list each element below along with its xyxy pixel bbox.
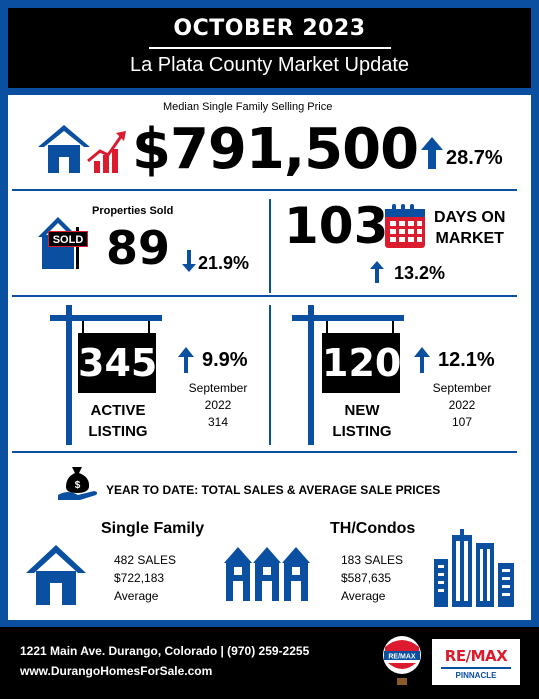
active-listing-caption-line1: ACTIVE <box>90 402 146 419</box>
money-bag-hand-icon: $ <box>58 467 98 500</box>
active-comp-month: September <box>188 381 248 395</box>
active-listing-comparison: September 2022 314 <box>178 380 258 431</box>
days-on-market-label-line1: DAYS ON <box>434 209 506 226</box>
new-comp-month: September <box>432 381 492 395</box>
sign-post <box>66 305 72 445</box>
active-listing-value: 345 <box>78 333 157 393</box>
row-divider <box>12 189 517 191</box>
condos-avg-label: Average <box>341 589 386 603</box>
median-price-change: 28.7% <box>446 147 503 169</box>
townhouses-icon <box>224 547 310 601</box>
sign-chain <box>148 321 150 333</box>
condos-price: $587,635 <box>341 571 392 585</box>
row-divider <box>12 295 517 297</box>
active-listing-caption-line2: LISTING <box>88 423 148 440</box>
new-comp-value: 107 <box>451 415 473 429</box>
sign-chain <box>392 321 394 333</box>
single-family-price: $722,183 <box>114 571 165 585</box>
condos-title: TH/Condos <box>330 520 416 537</box>
active-listing-caption: ACTIVE LISTING <box>78 400 158 442</box>
house-icon <box>26 545 86 605</box>
active-comp-value: 314 <box>207 415 229 429</box>
row-divider <box>12 451 517 453</box>
ytd-title: YEAR TO DATE: TOTAL SALES & AVERAGE SALE… <box>106 483 441 497</box>
stats-panel: Median Single Family Selling Price $791,… <box>8 95 531 620</box>
median-price-label: Median Single Family Selling Price <box>163 101 333 113</box>
logo-underline <box>441 667 511 669</box>
active-listing-change: 9.9% <box>202 349 248 371</box>
single-family-sales: 482 SALES <box>114 553 177 567</box>
days-on-market-label-line2: MARKET <box>435 230 504 247</box>
sign-post <box>308 305 314 445</box>
footer: 1221 Main Ave. Durango, Colorado | (970)… <box>0 627 539 699</box>
properties-sold-value: 89 <box>106 221 171 275</box>
days-on-market-change: 13.2% <box>394 263 446 283</box>
properties-sold-label: Properties Sold <box>92 205 174 217</box>
single-family-stats: 482 SALES $722,183 Average <box>114 551 176 605</box>
down-arrow-icon <box>182 250 196 272</box>
sign-arm <box>50 315 162 321</box>
new-listing-caption: NEW LISTING <box>322 400 402 442</box>
column-divider <box>269 305 271 445</box>
condos-sales: 183 SALES <box>341 553 404 567</box>
skyscrapers-icon <box>434 529 514 607</box>
footer-address: 1221 Main Ave. Durango, Colorado | (970)… <box>20 644 310 658</box>
new-listing-caption-line2: LISTING <box>332 423 392 440</box>
up-arrow-icon <box>414 347 430 373</box>
new-listing-caption-line1: NEW <box>344 402 380 419</box>
properties-sold-change: 21.9% <box>198 253 250 273</box>
sign-arm <box>292 315 404 321</box>
new-listing-value: 120 <box>322 333 401 393</box>
new-comp-year: 2022 <box>448 398 476 412</box>
header-banner: OCTOBER 2023 La Plata County Market Upda… <box>8 8 531 88</box>
median-price-value: $791,500 <box>132 117 419 182</box>
new-listing-comparison: September 2022 107 <box>422 380 502 431</box>
new-listing-change: 12.1% <box>438 349 495 371</box>
footer-website[interactable]: www.DurangoHomesForSale.com <box>20 664 213 678</box>
remax-logo-sub: PINNACLE <box>455 671 497 680</box>
calendar-icon <box>385 204 425 248</box>
active-comp-year: 2022 <box>204 398 232 412</box>
days-on-market-label: DAYS ON MARKET <box>434 207 505 249</box>
remax-pinnacle-logo: RE/MAX PINNACLE <box>432 639 520 685</box>
sold-sign: SOLD <box>48 231 88 247</box>
sign-chain <box>326 321 328 333</box>
condos-stats: 183 SALES $587,635 Average <box>341 551 403 605</box>
up-arrow-icon <box>178 347 194 373</box>
house-chart-icon <box>38 125 126 173</box>
sign-chain <box>82 321 84 333</box>
report-subtitle: La Plata County Market Update <box>129 54 410 76</box>
up-arrow-icon <box>421 137 443 169</box>
single-family-avg-label: Average <box>114 589 159 603</box>
svg-text:$: $ <box>75 480 81 491</box>
report-month: OCTOBER 2023 <box>173 16 366 41</box>
remax-logo-text: RE/MAX <box>444 647 508 665</box>
days-on-market-value: 103 <box>284 197 389 255</box>
up-arrow-icon <box>370 261 384 283</box>
remax-balloon-logo: RE/MAX <box>383 636 421 685</box>
balloon-text: RE/MAX <box>388 654 416 661</box>
single-family-title: Single Family <box>101 520 205 537</box>
header-divider <box>148 47 391 49</box>
column-divider <box>269 199 271 293</box>
